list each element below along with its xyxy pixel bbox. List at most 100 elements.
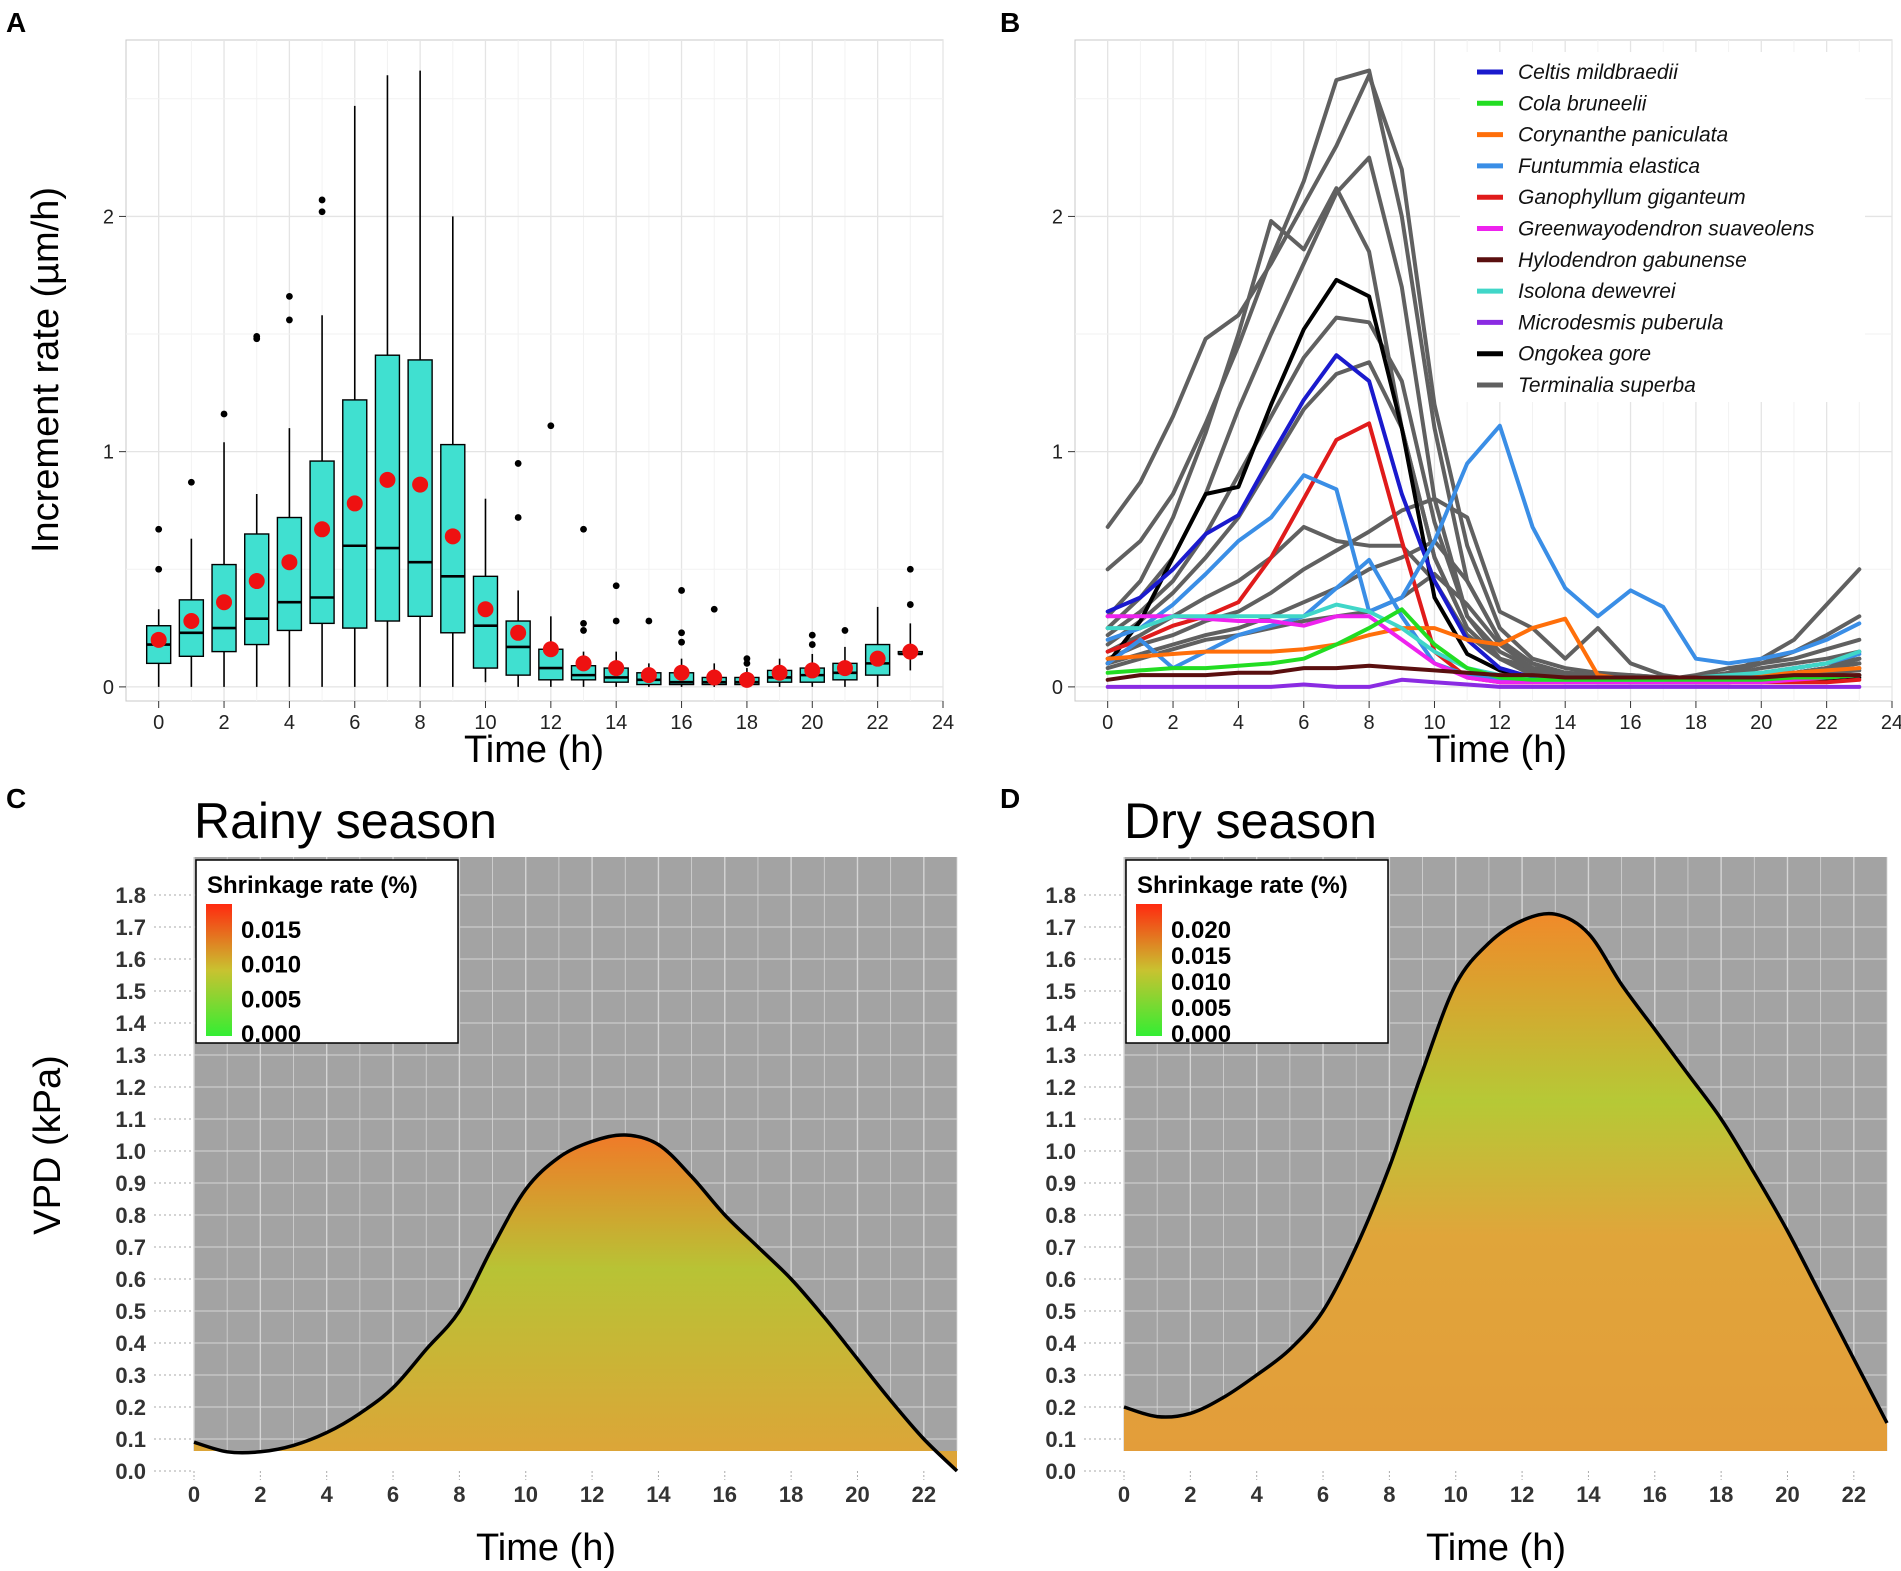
colorbar-tick-label: 0.000 <box>241 1021 301 1048</box>
x-tick-label: 8 <box>453 1482 465 1507</box>
y-tick-label: 2 <box>1052 206 1063 228</box>
box-outlier <box>155 565 163 573</box>
colorbar-tick-label: 0.010 <box>241 952 301 979</box>
x-tick-label: 18 <box>1685 712 1707 734</box>
y-tick-label: 2 <box>103 206 114 228</box>
legend-label: Microdesmis puberula <box>1518 311 1723 334</box>
colorbar-tick-label: 0.005 <box>1171 995 1231 1022</box>
x-tick-label: 20 <box>801 712 823 734</box>
y-tick-label: 1.5 <box>115 979 146 1004</box>
x-tick-label: 4 <box>1251 1482 1264 1507</box>
legend-label: Ongokea gore <box>1518 343 1651 366</box>
legend-label: Terminalia superba <box>1518 374 1696 397</box>
x-tick-label: 6 <box>387 1482 399 1507</box>
y-tick-label: 0.0 <box>115 1459 146 1484</box>
box-mean-point <box>640 667 657 684</box>
y-tick-label: 1.3 <box>1045 1043 1076 1068</box>
box-mean-point <box>902 643 919 660</box>
box-outlier <box>841 627 849 634</box>
y-tick-label: 1.2 <box>115 1075 146 1100</box>
y-tick-label: 0.4 <box>115 1331 146 1356</box>
box-outlier <box>580 525 587 533</box>
box-mean-point <box>216 594 233 611</box>
x-tick-label: 4 <box>321 1482 334 1507</box>
series-line <box>1105 677 1862 689</box>
panel-d-ticks: 0.0 0.1 0.2 0.3 0.4 0.5 0.6 0.7 0.8 0.9 1.0 1.1 1.2 1… <box>1045 883 1866 1507</box>
x-tick-label: 12 <box>540 712 562 734</box>
y-tick-label: 1.6 <box>1045 947 1076 972</box>
box-mean-point <box>738 671 755 688</box>
box-outlier <box>612 617 620 625</box>
colorbar-gradient <box>1136 904 1162 1036</box>
box-mean-point <box>542 641 559 658</box>
panel-c-ylabel: VPD (kPa) <box>27 1055 69 1234</box>
box-outlier <box>547 422 555 430</box>
box-iqr <box>342 399 368 629</box>
y-tick-label: 0.1 <box>115 1427 146 1452</box>
legend-label: Ganophyllum giganteum <box>1518 186 1746 209</box>
y-tick-label: 0.5 <box>1045 1299 1076 1324</box>
y-tick-label: 0.5 <box>115 1299 146 1324</box>
x-tick-label: 24 <box>932 712 954 734</box>
panel-c-xlabel: Time (h) <box>476 1527 616 1569</box>
box-outlier <box>678 638 685 646</box>
legend-background <box>1460 52 1865 402</box>
colorbar-title: Shrinkage rate (%) <box>207 872 418 899</box>
panel-letter-c: C <box>6 783 26 814</box>
x-tick-label: 12 <box>580 1482 604 1507</box>
x-tick-label: 18 <box>1709 1482 1733 1507</box>
colorbar-tick-label: 0.020 <box>1171 917 1231 944</box>
box-mean-point <box>608 660 625 677</box>
y-tick-label: 0.4 <box>1045 1331 1076 1356</box>
y-tick-label: 1.1 <box>1045 1107 1076 1132</box>
legend-label: Corynanthe paniculata <box>1518 124 1728 147</box>
x-tick-label: 0 <box>188 1482 200 1507</box>
box-outlier <box>906 601 914 608</box>
panel-d-area: Dry season 0.00.10.20.30.40.50.60.70.80.… <box>1045 793 1889 1569</box>
x-tick-label: 2 <box>218 712 229 734</box>
x-tick-label: 16 <box>670 712 692 734</box>
y-tick-label: 1.0 <box>1045 1139 1076 1164</box>
box-outlier <box>612 582 620 590</box>
box-mean-point <box>444 528 461 545</box>
x-tick-label: 2 <box>1167 712 1178 734</box>
box-mean-point <box>836 660 853 677</box>
box-mean-point <box>379 471 396 488</box>
y-tick-label: 1.3 <box>115 1043 146 1068</box>
panel-b-lines <box>1105 68 1862 689</box>
box-outlier <box>286 316 293 324</box>
x-tick-label: 8 <box>415 712 426 734</box>
y-tick-label: 1.6 <box>115 947 146 972</box>
y-tick-label: 1 <box>103 442 114 464</box>
y-tick-label: 1.7 <box>115 915 146 940</box>
box-outlier <box>514 514 522 521</box>
y-tick-label: 1.8 <box>1045 883 1076 908</box>
x-tick-label: 8 <box>1364 712 1375 734</box>
x-tick-label: 8 <box>1383 1482 1395 1507</box>
panel-c-area: Rainy season 0.0 0.1 0.2 0.3 0.4 0.5 0.6 0.7 0.8… <box>27 793 959 1569</box>
y-tick-label: 1.8 <box>115 883 146 908</box>
y-tick-label: 0.3 <box>1045 1363 1076 1388</box>
x-tick-label: 14 <box>646 1482 671 1507</box>
box-iqr <box>472 575 499 669</box>
legend-label: Greenwayodendron suaveolens <box>1518 218 1815 241</box>
x-tick-label: 22 <box>1842 1482 1866 1507</box>
panel-d-xlabel: Time (h) <box>1426 1527 1566 1569</box>
box-iqr <box>309 460 335 625</box>
x-tick-label: 10 <box>1443 1482 1467 1507</box>
legend-label: Isolona dewevrei <box>1518 280 1677 303</box>
panel-c-colorbar: Shrinkage rate (%) 0.015 0.010 0.005 0.000 <box>195 859 459 1048</box>
x-tick-label: 22 <box>912 1482 936 1507</box>
y-tick-label: 0.2 <box>115 1395 146 1420</box>
box-outlier <box>514 460 522 467</box>
x-tick-label: 10 <box>1423 712 1445 734</box>
legend-label: Hylodendron gabunense <box>1518 249 1747 272</box>
y-tick-label: 1.4 <box>1045 1011 1076 1036</box>
colorbar-box <box>1125 859 1389 1044</box>
x-tick-label: 4 <box>284 712 295 734</box>
series-line <box>1105 539 1862 680</box>
box-outlier <box>220 410 228 418</box>
